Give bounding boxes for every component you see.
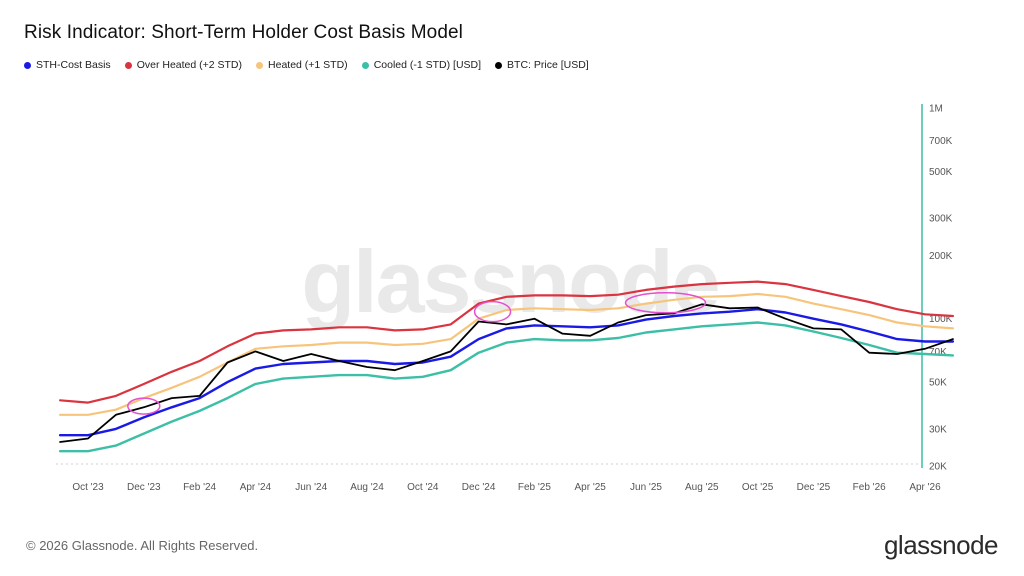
cooled-line (58, 321, 955, 453)
legend-swatch (24, 61, 31, 69)
y-tick-label: 700K (929, 136, 953, 147)
x-tick-label: Feb '24 (183, 482, 216, 493)
x-tick-label: Oct '24 (407, 482, 439, 493)
x-tick-label: Dec '23 (127, 482, 161, 493)
y-tick-label: 500K (929, 167, 953, 178)
y-tick-label: 20K (929, 462, 947, 473)
copyright-text: © 2026 Glassnode. All Rights Reserved. (26, 538, 259, 553)
y-tick-label: 100K (929, 314, 953, 325)
watermark: glassnode (301, 232, 718, 331)
x-tick-label: Apr '24 (240, 482, 272, 493)
over-heated-line (58, 280, 955, 404)
legend-swatch (256, 61, 264, 69)
y-tick-label: 30K (929, 424, 947, 435)
legend-swatch (124, 61, 132, 69)
legend-label: BTC: Price [USD] (507, 59, 589, 71)
legend-item-heated[interactable]: Heated (+1 STD) (256, 59, 348, 71)
y-tick-label: 200K (929, 251, 953, 262)
y-tick-label: 1M (929, 104, 943, 115)
y-tick-label: 300K (929, 214, 953, 225)
x-tick-label: Jun '25 (630, 482, 662, 493)
x-tick-label: Aug '24 (350, 482, 384, 493)
legend-label: STH-Cost Basis (36, 59, 111, 71)
y-tick-label: 70K (929, 347, 947, 358)
legend-item-cooled[interactable]: Cooled (-1 STD) [USD] (361, 59, 482, 71)
y-tick-label: 50K (929, 378, 947, 389)
x-tick-label: Apr '26 (909, 482, 941, 493)
sth-cost-basis-line (58, 308, 955, 437)
x-tick-label: Oct '23 (72, 482, 104, 493)
x-tick-label: Jun '24 (295, 482, 327, 493)
x-tick-label: Feb '25 (518, 482, 551, 493)
legend-item-sth-cost-basis[interactable]: STH-Cost Basis (24, 59, 111, 71)
legend-item-btc-price[interactable]: BTC: Price [USD] (495, 59, 589, 71)
x-tick-label: Aug '25 (685, 482, 719, 493)
x-tick-label: Oct '25 (742, 482, 774, 493)
legend-item-over-heated[interactable]: Over Heated (+2 STD) (124, 59, 243, 71)
legend-label: Over Heated (+2 STD) (136, 59, 243, 71)
highlight-ellipse (127, 397, 161, 415)
btc-price-line (59, 303, 954, 443)
x-tick-label: Apr '25 (575, 482, 607, 493)
legend-swatch (361, 61, 369, 69)
highlight-ellipse (473, 300, 512, 323)
heated-line (58, 292, 955, 416)
chart-legend: STH-Cost Basis Over Heated (+2 STD) Heat… (24, 59, 589, 71)
x-tick-label: Feb '26 (853, 482, 886, 493)
legend-label: Heated (+1 STD) (268, 59, 348, 71)
legend-swatch (495, 61, 503, 69)
x-tick-label: Dec '25 (797, 482, 831, 493)
highlight-ellipse (624, 292, 707, 314)
chart-title: Risk Indicator: Short-Term Holder Cost B… (24, 22, 463, 43)
x-tick-label: Dec '24 (462, 482, 496, 493)
glassnode-logo: glassnode (883, 530, 999, 560)
legend-label: Cooled (-1 STD) [USD] (373, 59, 482, 71)
